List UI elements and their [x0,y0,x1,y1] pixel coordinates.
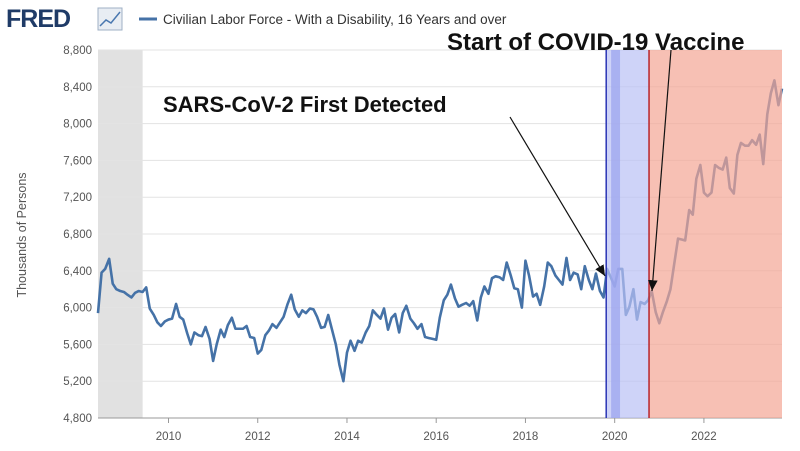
logo: FRED [6,5,70,33]
annotation: Start of COVID-19 Vaccine [447,29,744,56]
y-axis-label: Thousands of Persons [15,172,29,297]
y-tick-label: 8,000 [63,119,92,131]
annotation: SARS-CoV-2 First Detected [163,92,447,117]
arrow [648,49,672,292]
y-tick-label: 8,800 [63,45,92,57]
arrow [509,116,606,277]
shaded-region [611,50,621,418]
shaded-region [649,50,782,418]
y-tick-label: 7,200 [63,192,92,204]
y-tick-label: 5,200 [63,376,92,388]
x-tick-label: 2012 [245,431,271,443]
legend-label: Civilian Labor Force - With a Disability… [163,12,507,27]
x-tick-label: 2016 [423,431,449,443]
y-tick-label: 8,400 [63,82,92,94]
y-tick-label: 7,600 [63,155,92,167]
y-tick-label: 6,400 [63,266,92,278]
x-tick-label: 2022 [691,431,717,443]
y-tick-label: 5,600 [63,339,92,351]
x-tick-label: 2020 [602,431,628,443]
annotations: SARS-CoV-2 First Detected Start of COVID… [163,29,744,292]
y-tick-label: 6,000 [63,303,92,315]
x-tick-label: 2010 [156,431,182,443]
x-tick-label: 2018 [513,431,539,443]
x-tick-label: 2014 [334,431,360,443]
logo-icon [97,7,123,31]
y-tick-label: 4,800 [63,413,92,425]
y-tick-label: 6,800 [63,229,92,241]
